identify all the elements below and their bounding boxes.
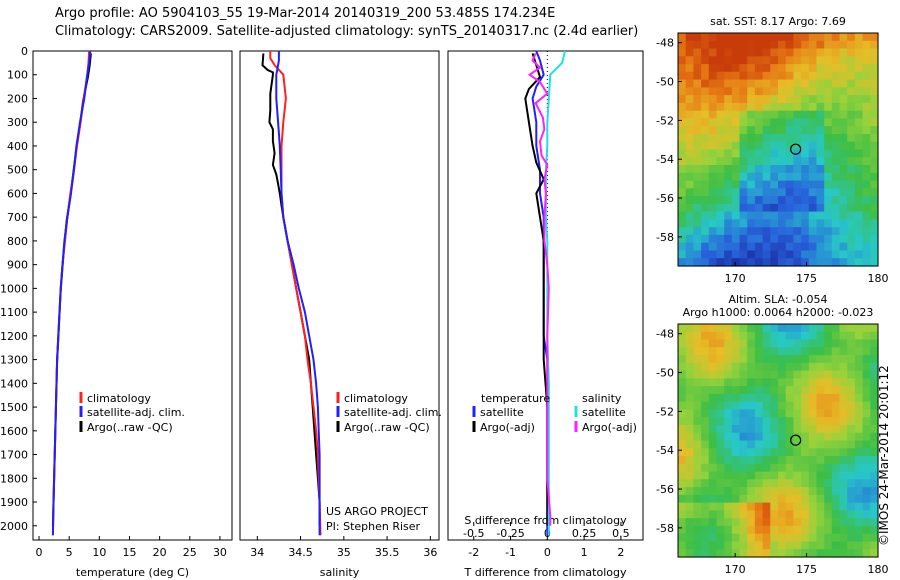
y-tick-label: -58 [656,231,674,244]
argo-position-marker [790,143,802,155]
s-tick-label: -0.25 [496,527,524,540]
y-tick-label: 500 [7,164,28,177]
legend-entry-label: satellite [582,406,626,419]
legend-entry-label: satellite [480,406,524,419]
y-tick-label: -48 [656,328,674,341]
legend-entry-label: Argo(..raw -QC) [344,421,430,434]
x-axis-label: salinity [320,566,360,579]
y-tick-label: 800 [7,235,28,248]
y-tick-label: 700 [7,211,28,224]
y-tick-label: 1900 [0,496,28,509]
y-tick-label: 2000 [0,520,28,533]
y-tick-label: -48 [656,37,674,50]
legend-entry-label: satellite-adj. clim. [87,406,185,419]
x-tick-label: 0 [36,546,43,559]
x-tick-label: 30 [213,546,227,559]
sla-map-frame [677,323,879,558]
y-tick-label: 1800 [0,472,28,485]
x-tick-label: 175 [796,272,817,285]
s-tick-label: -0.5 [463,527,484,540]
climatology-subtitle: Climatology: CARS2009. Satellite-adjuste… [55,24,639,39]
x-tick-label: 180 [868,563,889,576]
sst-map-title: sat. SST: 8.17 Argo: 7.69 [710,15,846,28]
y-tick-label: 200 [7,92,28,105]
y-tick-label: 1000 [0,282,28,295]
y-tick-label: 1200 [0,330,28,343]
y-tick-label: -52 [656,405,674,418]
x-tick-label: -1 [505,546,516,559]
y-tick-label: 1400 [0,377,28,390]
x-tick-label: 2 [617,546,624,559]
legend-title-salinity: salinity [582,392,622,405]
series-line-1 [275,51,321,536]
y-tick-label: 1600 [0,425,28,438]
x-tick-label: 34 [250,546,264,559]
legend-entry-label: climatology [87,392,151,405]
legend-title-temperature: temperature [481,392,550,405]
temperature-plot-frame [32,50,233,541]
x-tick-label: 25 [183,546,197,559]
x-axis-label: temperature (deg C) [76,566,189,579]
x-tick-label: 170 [725,272,746,285]
y-tick-label: 0 [21,45,28,58]
y-tick-label: 1300 [0,354,28,367]
timestamp-label: ©IMOS 24-Mar-2014 20:01:12 [877,365,891,546]
x-tick-label: 175 [796,563,817,576]
x-tick-label: 1 [581,546,588,559]
x-tick-label: -2 [468,546,479,559]
difference-plot-frame [447,50,644,541]
sla-map-subtitle: Argo h1000: 0.0064 h2000: -0.023 [683,306,874,319]
x-tick-label: 35.5 [375,546,400,559]
y-tick-label: -50 [656,76,674,89]
x-tick-label: 5 [66,546,73,559]
s-tick-label: 0.5 [612,527,630,540]
y-tick-label: 1100 [0,306,28,319]
sla-map-title: Altim. SLA: -0.054 [728,293,827,306]
y-tick-label: -54 [656,153,674,166]
pi-credit: PI: Stephen Riser [326,520,421,533]
y-tick-label: 400 [7,140,28,153]
x-tick-label: 36 [423,546,437,559]
x-tick-label: 0 [544,546,551,559]
y-tick-label: -54 [656,444,674,457]
y-tick-label: 1500 [0,401,28,414]
legend-entry-label: Argo(..raw -QC) [87,421,173,434]
x-tick-label: 15 [122,546,136,559]
s-axis-label: S difference from climatology [464,514,627,527]
y-tick-label: -56 [656,483,674,496]
y-tick-label: -50 [656,367,674,380]
legend-entry-label: satellite-adj. clim. [344,406,442,419]
x-tick-label: 10 [92,546,106,559]
legend-entry-label: Argo(-adj) [582,421,637,434]
x-tick-label: 34.5 [288,546,313,559]
x-tick-label: 180 [868,272,889,285]
series-line-1 [51,50,92,536]
project-credit: US ARGO PROJECT [326,505,428,518]
y-tick-label: -56 [656,192,674,205]
profile-title: Argo profile: AO 5904103_55 19-Mar-2014 … [55,6,556,21]
y-tick-label: -52 [656,114,674,127]
y-tick-label: 1700 [0,449,28,462]
sla-map-field [678,324,879,558]
x-tick-label: 170 [725,563,746,576]
y-tick-label: 100 [7,69,28,82]
y-tick-label: 600 [7,187,28,200]
sst-map-field [678,33,879,267]
legend-entry-label: climatology [344,392,408,405]
y-tick-label: 300 [7,116,28,129]
x-tick-label: 35 [337,546,351,559]
x-tick-label: 20 [153,546,167,559]
x-axis-label: T difference from climatology [464,566,627,579]
y-tick-label: -58 [656,522,674,535]
series-line-0 [269,51,322,536]
s-tick-label: 0.25 [572,527,597,540]
series-line-3 [527,53,552,526]
legend-entry-label: Argo(-adj) [480,421,535,434]
sst-map-frame [677,32,879,267]
y-tick-label: 900 [7,259,28,272]
argo-position-marker [790,434,802,446]
